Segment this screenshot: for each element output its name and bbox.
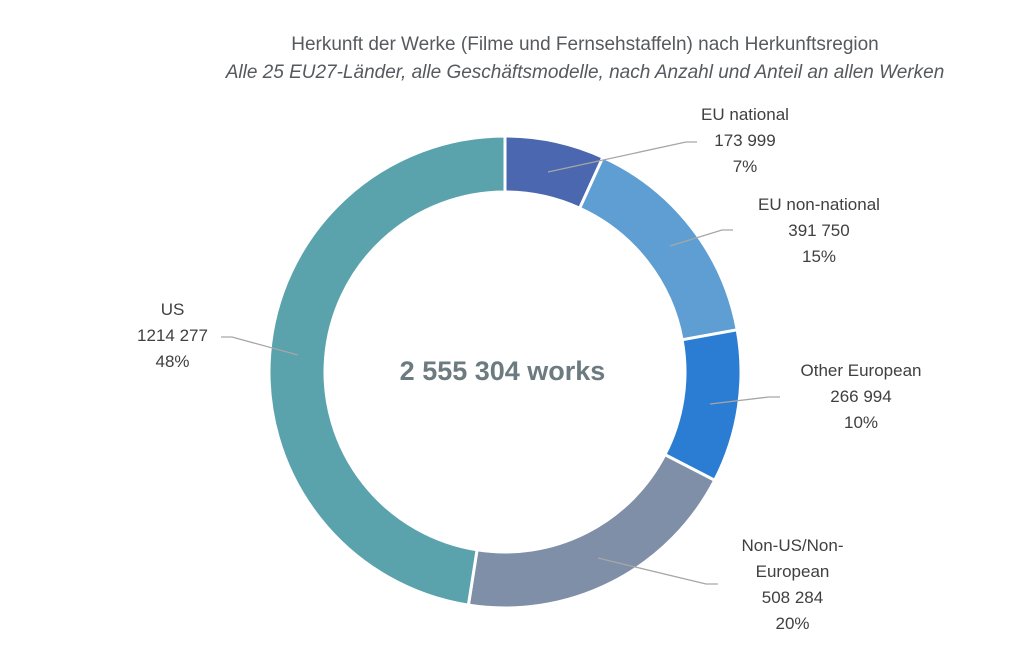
chart-subtitle: Alle 25 EU27-Länder, alle Geschäftsmodel… <box>225 62 945 83</box>
slice-category-label: Other European <box>800 361 922 380</box>
chart-title: Herkunft der Werke (Filme und Fernsehsta… <box>291 34 879 55</box>
slice-category-label: Non-US/Non- <box>741 536 844 555</box>
leader-line <box>547 141 697 173</box>
donut-slice <box>577 155 739 342</box>
donut-slice <box>662 328 743 483</box>
donut-slice <box>466 452 717 610</box>
leader-line <box>669 229 733 247</box>
slice-percent-label: 7% <box>732 157 758 176</box>
center-total-label: 2 555 304 works <box>399 356 606 386</box>
leader-line <box>597 557 718 585</box>
slice-category-label: European <box>755 562 830 581</box>
leader-line <box>709 396 780 405</box>
donut-slice <box>267 134 507 607</box>
slice-value-label: 508 284 <box>761 588 824 607</box>
leader-line <box>221 336 299 356</box>
slice-label: EU national 173 999 7% <box>680 102 810 180</box>
slice-label: Non-US/Non- European 508 284 20% <box>720 533 865 637</box>
slice-category-label: US <box>160 300 185 319</box>
slice-value-label: 266 994 <box>830 387 892 406</box>
slice-value-label: 1214 277 <box>137 326 208 345</box>
slice-percent-label: 10% <box>843 413 879 432</box>
slice-label: US 1214 277 48% <box>120 297 225 375</box>
slice-value-label: 391 750 <box>788 221 850 240</box>
slice-label: Other European 266 994 10% <box>781 358 941 436</box>
slice-category-label: EU national <box>701 105 789 124</box>
slice-category-label: EU non-national <box>758 195 880 214</box>
slice-percent-label: 20% <box>775 614 810 633</box>
slice-value-label: 173 999 <box>714 131 776 150</box>
slice-percent-label: 48% <box>155 352 190 371</box>
slice-label: EU non-national 391 750 15% <box>734 192 904 270</box>
slice-percent-label: 15% <box>801 247 837 266</box>
